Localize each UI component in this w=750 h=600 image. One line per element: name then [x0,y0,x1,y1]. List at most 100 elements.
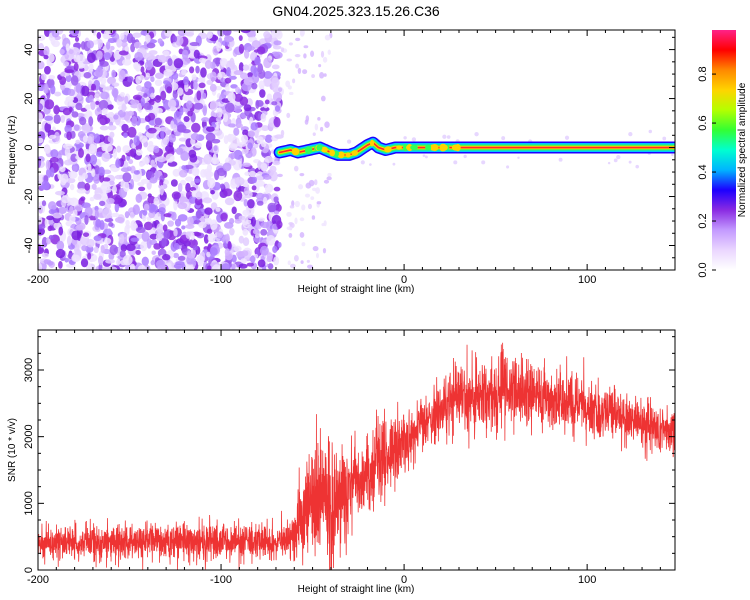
spectrogram-noise-blob [167,58,173,67]
spectrogram-noise-blob [110,212,120,218]
spectrogram-sparse-blob [319,71,325,79]
spectrogram-noise-blob [99,200,106,207]
spectrogram-noise-blob [112,148,118,159]
spectrogram-noise-blob [221,263,231,270]
spectrogram-noise-blob [246,262,255,267]
spectrogram-noise-blob [116,259,121,265]
spectrogram-noise-blob [205,217,212,225]
spectrogram-noise-blob [135,249,141,256]
spectrogram-noise-blob [44,99,55,110]
colorbar-ticks: 0.0 0.2 0.4 0.6 0.8 [697,66,716,278]
spectrogram-noise-blob [49,134,57,139]
spectrogram-noise-blob [174,35,184,46]
spectrogram-noise-blob [124,182,130,189]
spectrogram-noise-blob [216,231,224,239]
spectrogram-noise-blob [256,46,266,55]
spectrogram-noise-blob [96,31,102,40]
spectrogram-noise-blob [204,60,212,69]
spectrogram-noise-blob [232,30,241,33]
spectrogram-noise-blob [146,42,156,49]
spectrogram-sparse-blob [307,203,313,210]
spectrogram-noise-blob [159,126,169,132]
spectrogram-noise-blob [38,205,43,214]
spectrogram-speck [616,154,621,160]
spectrogram-noise-blob [229,227,235,236]
spectrogram-noise-blob [230,84,238,89]
spectrogram-noise-blob [173,199,178,211]
spectrogram-noise-blob [262,196,268,205]
spectrogram-speck [506,165,510,169]
spectrogram-noise-blob [242,237,250,247]
spectrogram-speck [442,134,447,139]
spectrogram-noise-blob [202,105,207,116]
spectrogram-sparse-blob [323,73,327,77]
spectrogram-noise-blob [99,125,109,131]
spectrogram-noise-blob [77,181,86,191]
spectrogram-noise-blob [150,92,155,100]
spectrogram-noise-blob [177,255,186,261]
spectrogram-noise-blob [185,100,193,109]
spectrogram-noise-blob [230,136,240,148]
spectrogram-noise-blob [48,74,56,80]
spectrogram-noise-blob [75,82,82,94]
spectrogram-sparse-blob [286,226,293,231]
spectrogram-noise-blob [88,94,94,103]
spectrogram-noise-blob [59,49,65,55]
spectrogram-noise-blob [205,140,213,151]
spectrogram-noise-blob [50,84,56,95]
spectrogram-sparse-blob [287,85,292,90]
spectrogram-noise-blob [44,115,53,121]
spectrogram-noise-blob [80,258,89,268]
colorbar-tick-label: 0.0 [697,262,709,277]
spectrogram-noise-blob [64,124,72,134]
spectrogram-noise-blob [161,237,167,248]
spectrogram-ridge-node [456,144,461,151]
spectrogram-sparse-blob [314,179,318,186]
spectrogram-noise-blob [187,253,196,259]
spectrogram-noise-blob [70,75,79,86]
spectrogram-noise-blob [249,256,256,263]
spectrogram-noise-blob [137,182,145,187]
spectrogram-noise-blob [238,215,246,221]
spectrogram-ridge-node [291,147,300,156]
spectrogram-sparse-blob [315,187,321,194]
spectrogram-noise-blob [177,182,183,193]
spectrogram-noise-blob [222,162,232,172]
spectrogram-noise-blob [109,45,115,51]
spectrogram-noise-blob [122,172,132,183]
spectrogram-noise-blob [238,43,245,54]
snr-background [38,330,675,570]
spectrogram-noise-blob [264,134,273,143]
spectrogram-noise-blob [68,170,78,179]
spectrogram-noise-blob [249,170,256,178]
spectrogram-noise-blob [101,152,111,162]
spectrogram-noise-blob [57,206,67,215]
spectrogram-sparse-blob [326,176,332,181]
spectrogram-noise-blob [145,72,150,78]
spectrogram-noise-blob [210,219,218,231]
spectrogram-noise-blob [38,223,46,230]
spectrogram-noise-blob [148,50,158,55]
spectrogram-noise-blob [72,30,80,35]
spectrogram-noise-blob [273,116,281,128]
spectrogram-noise-blob [154,79,163,87]
spectrogram-sparse-blob [290,263,296,269]
spectrogram-sparse-blob [285,80,291,88]
spectrogram-sparse-blob [317,117,321,121]
spectrogram-noise-blob [122,145,131,154]
spectrogram-noise-blob [155,233,164,242]
spectrogram-noise-blob [107,124,117,131]
spectrogram-speck [607,161,611,165]
spectrogram-noise-blob [243,190,253,199]
spectrogram-noise-blob [121,58,132,66]
spectrogram-noise-blob [120,244,127,252]
spectrogram-noise-blob [103,52,111,61]
spectrogram-ridge-node [402,143,409,152]
spectrogram-noise-blob [38,157,42,168]
spectrogram-noise-blob [88,143,96,154]
colorbar-tick-label: 0.4 [697,164,709,179]
spectrogram-noise-blob [106,228,112,237]
spectrogram-sparse-blob [310,50,315,57]
spectrogram-noise-blob [227,123,236,128]
